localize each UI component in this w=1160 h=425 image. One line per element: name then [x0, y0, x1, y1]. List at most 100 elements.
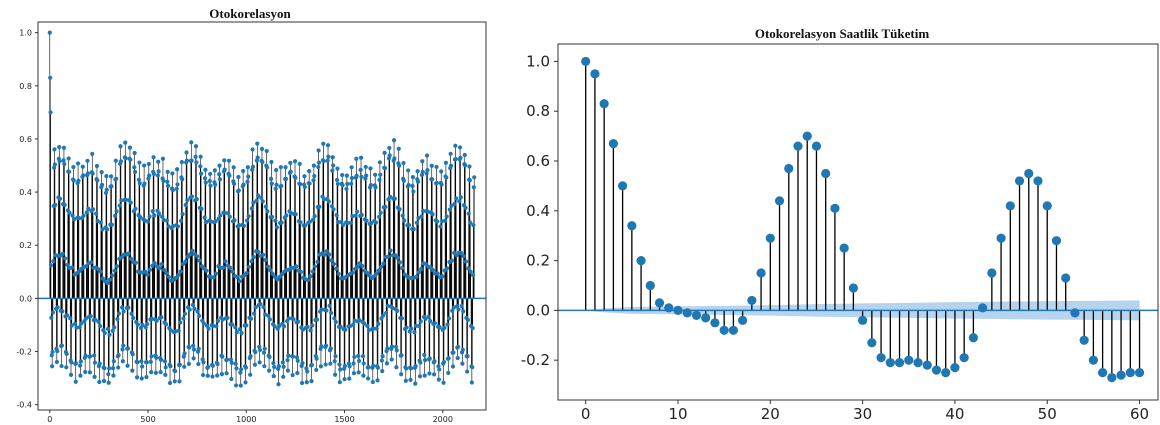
left-acf-point: [90, 151, 95, 156]
left-acf-point: [419, 266, 424, 272]
left-acf-point: [290, 373, 295, 378]
left-acf-point: [466, 211, 471, 216]
left-x-tick-label: 2000: [433, 415, 453, 424]
left-acf-point: [130, 352, 135, 357]
left-acf-point: [162, 267, 167, 273]
left-acf-point: [151, 155, 156, 160]
left-acf-point: [189, 140, 194, 145]
left-acf-point: [145, 219, 151, 224]
left-acf-point: [463, 205, 468, 210]
left-acf-point: [208, 183, 213, 188]
left-acf-point: [451, 305, 456, 310]
left-acf-point: [352, 318, 357, 323]
left-acf-point: [351, 371, 357, 376]
left-acf-point: [321, 141, 326, 146]
left-acf-point: [98, 220, 103, 225]
left-acf-point: [165, 183, 171, 188]
left-acf-point: [261, 252, 266, 257]
left-acf-point: [351, 322, 356, 327]
left-acf-point: [300, 361, 305, 366]
left-acf-point: [178, 320, 183, 325]
left-acf-point: [52, 147, 57, 152]
left-acf-point: [444, 214, 449, 219]
left-acf-point: [132, 169, 138, 175]
left-acf-point: [116, 353, 121, 358]
left-acf-point: [272, 324, 277, 329]
left-acf-point: [57, 196, 63, 201]
left-acf-point: [288, 169, 293, 174]
left-acf-point: [97, 324, 103, 329]
left-acf-point: [220, 265, 226, 270]
left-acf-point: [238, 383, 243, 388]
left-acf-point: [397, 207, 402, 212]
left-acf-point: [381, 261, 386, 266]
left-acf-point: [48, 263, 54, 268]
left-acf-point: [416, 215, 421, 221]
left-acf-point: [68, 372, 74, 377]
left-acf-point: [435, 219, 440, 224]
left-acf-point: [254, 198, 259, 203]
left-acf-point: [452, 201, 457, 207]
left-acf-point: [59, 343, 65, 348]
right-x-tick-label: 40: [945, 405, 964, 423]
left-acf-point: [388, 248, 393, 253]
left-acf-point: [278, 165, 283, 170]
right-y-tick-label: -0.2: [521, 351, 550, 369]
left-acf-point: [184, 150, 189, 155]
right-acf-point: [774, 196, 785, 206]
left-acf-point: [64, 313, 70, 318]
left-acf-point: [406, 223, 412, 228]
left-acf-point: [227, 173, 232, 178]
left-acf-point: [197, 313, 202, 319]
left-acf-point: [350, 214, 355, 219]
left-acf-point: [357, 318, 362, 323]
left-y-tick-label: 1.0: [19, 29, 32, 38]
right-y-tick-label: 0.2: [526, 252, 550, 270]
left-acf-point: [371, 326, 376, 331]
left-acf-point: [255, 141, 260, 146]
right-acf-point: [1134, 368, 1145, 378]
left-acf-point: [131, 315, 136, 321]
left-acf-point: [79, 321, 84, 326]
left-acf-point: [214, 324, 219, 329]
left-acf-point: [217, 163, 222, 168]
left-y-tick-label: 0.4: [19, 188, 32, 197]
left-acf-point: [239, 367, 244, 372]
right-acf-point: [645, 280, 655, 291]
left-acf-point: [170, 188, 175, 193]
left-acf-point: [411, 189, 416, 194]
left-acf-point: [417, 374, 423, 379]
left-acf-point: [330, 155, 335, 160]
left-acf-point: [125, 363, 130, 368]
right-plot-frame: [557, 43, 1159, 401]
left-acf-point: [94, 211, 99, 216]
left-acf-point: [293, 212, 298, 217]
left-acf-point: [238, 370, 243, 375]
left-acf-point: [281, 324, 287, 329]
left-acf-point: [428, 319, 433, 324]
left-acf-point: [237, 223, 242, 228]
left-acf-point: [239, 330, 244, 336]
left-acf-point: [270, 214, 275, 220]
left-acf-point: [190, 248, 195, 253]
left-acf-point: [160, 156, 166, 161]
left-acf-point: [175, 182, 180, 187]
left-acf-point: [86, 206, 91, 211]
left-acf-point: [414, 220, 419, 225]
left-acf-point: [193, 144, 199, 149]
left-acf-point: [105, 326, 111, 332]
left-acf-point: [403, 378, 408, 383]
left-acf-point: [294, 264, 299, 269]
left-acf-point: [106, 372, 111, 377]
left-acf-point: [445, 322, 450, 327]
left-acf-point: [72, 321, 78, 326]
left-acf-point: [461, 309, 466, 314]
left-acf-point: [310, 323, 315, 328]
left-acf-point: [259, 195, 264, 200]
left-acf-point: [172, 379, 177, 384]
left-acf-point: [350, 270, 355, 275]
right-acf-point: [885, 358, 895, 368]
left-acf-point: [376, 321, 381, 326]
left-acf-point: [163, 365, 168, 370]
left-acf-point: [251, 200, 256, 205]
